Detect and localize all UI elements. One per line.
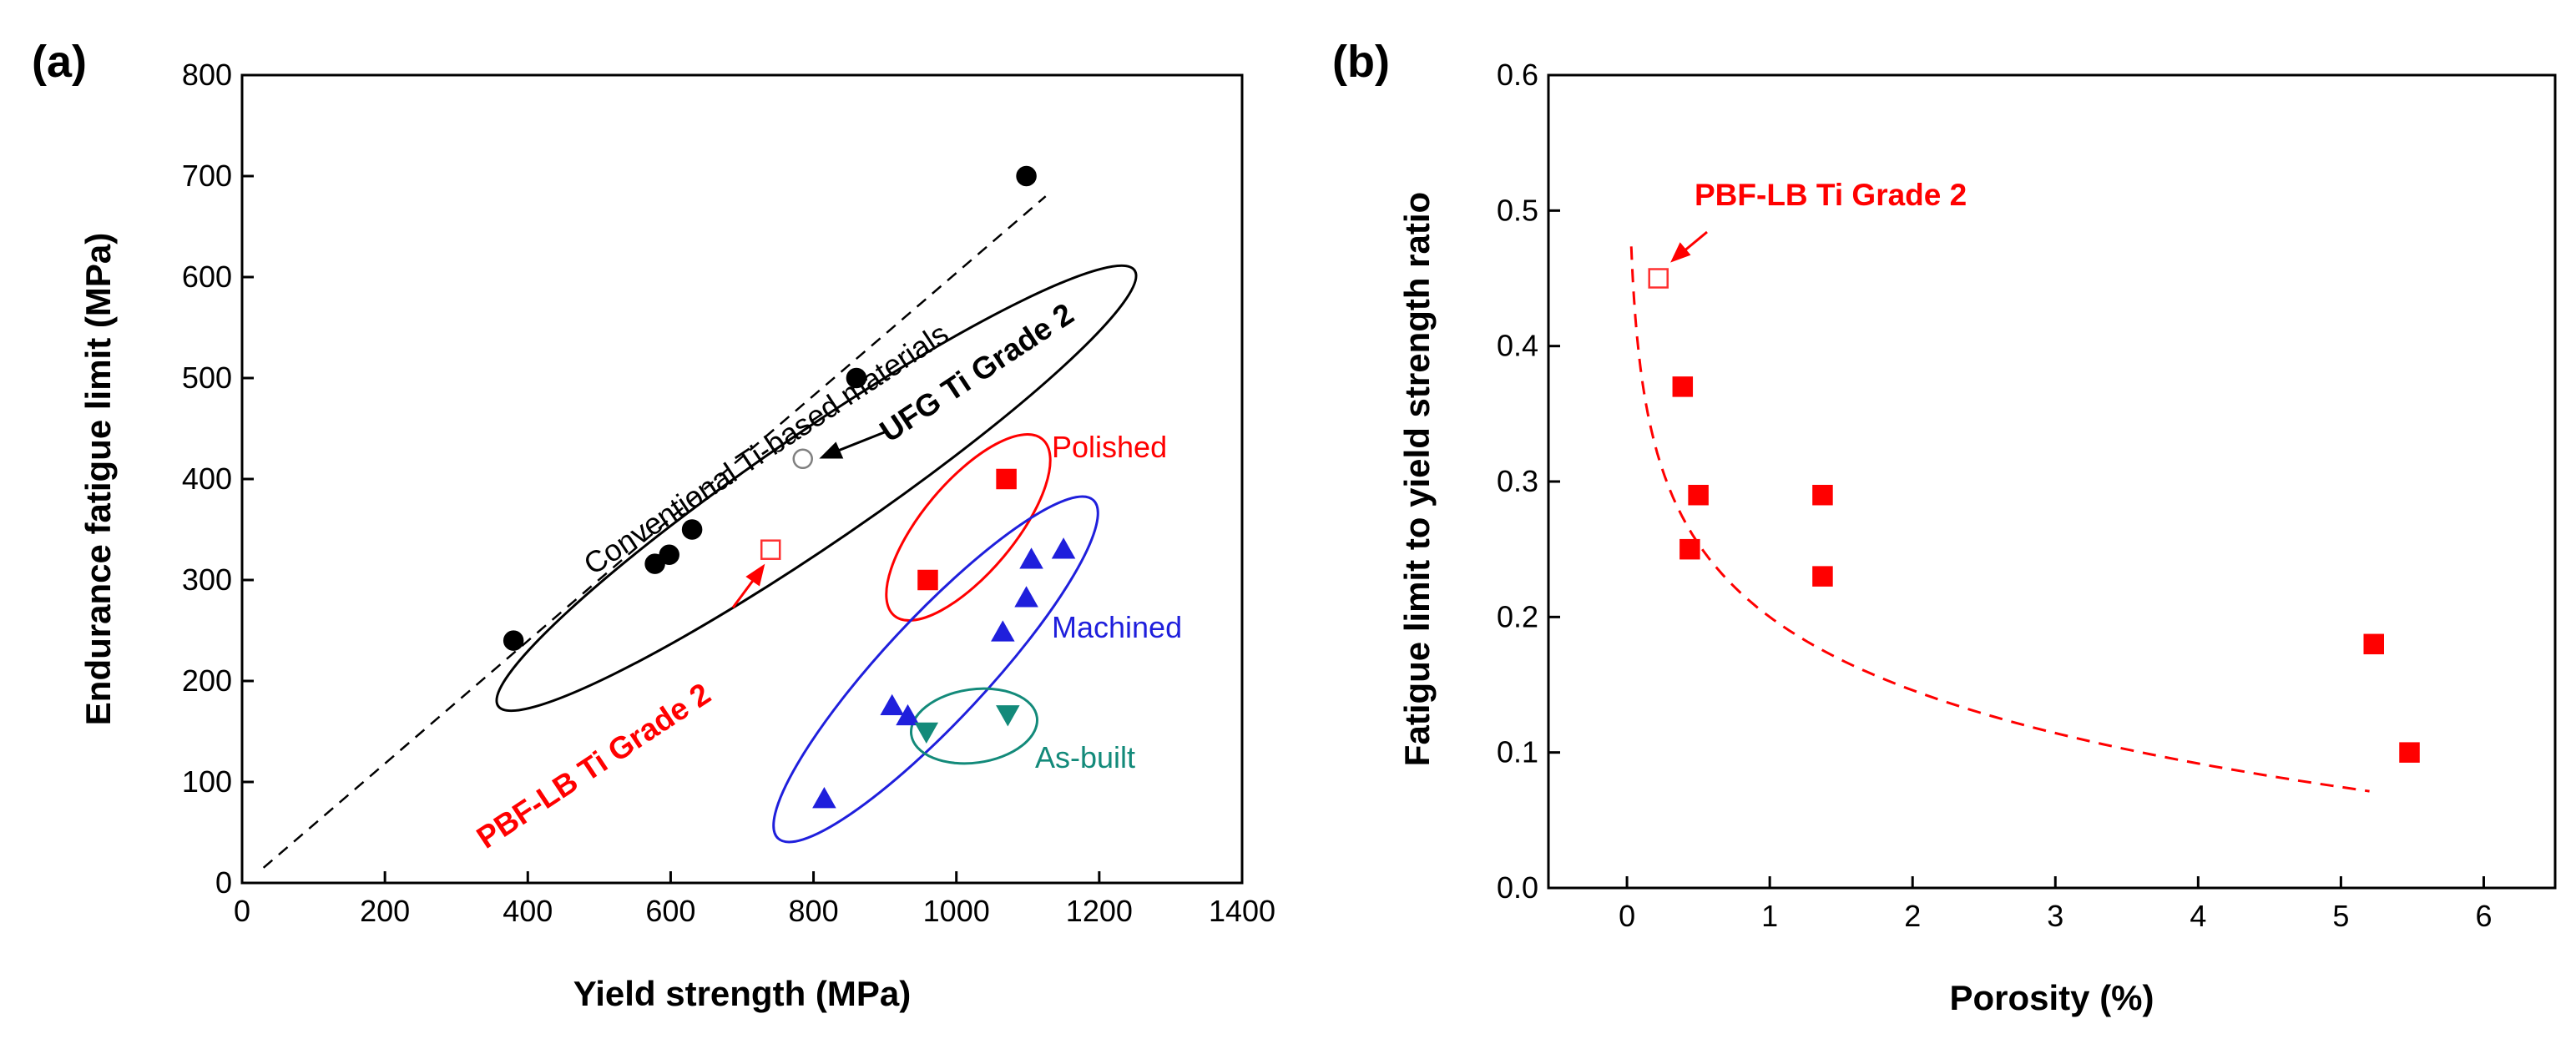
ellipse-conventional (495, 264, 1138, 713)
panel-b-y-ticks: 0.0 0.1 0.2 0.3 0.4 0.5 0.6 (1497, 58, 1560, 905)
other-data-point-3 (1812, 484, 1833, 506)
panel-b-x-axis-title: Porosity (%) (1949, 978, 2154, 1017)
panel-b-y-tick-label-2: 0.2 (1497, 599, 1538, 633)
panel-a-x-tick-label-6: 1200 (1066, 894, 1133, 928)
panel-a-y-tick-label-5: 500 (182, 361, 232, 395)
ellipse-polished (885, 433, 1052, 622)
other-data-point-2 (1688, 484, 1709, 506)
panel-a-y-tick-label-2: 200 (182, 663, 232, 698)
conventional-ti-based-materials-point-5 (1016, 165, 1037, 187)
arrow-ufg (819, 430, 887, 459)
panel-b-label: (b) (1332, 37, 1390, 87)
label-polished: Polished (1052, 430, 1167, 464)
conventional-ti-based-materials-point-3 (681, 519, 703, 540)
panel-b-x-tick-label-3: 3 (2047, 899, 2063, 933)
panel-a-x-axis-title: Yield strength (MPa) (573, 974, 911, 1013)
panel-a-y-ticks: 0 100 200 300 400 500 600 700 800 (182, 58, 254, 900)
label-machined: Machined (1052, 610, 1182, 644)
panel-b-x-tick-label-1: 1 (1761, 899, 1778, 933)
panel-a-points (503, 165, 1076, 809)
panel-a-x-tick-label-1: 200 (360, 894, 410, 928)
conventional-ti-based-materials-point-1 (644, 553, 665, 574)
label-as-built: As-built (1035, 740, 1135, 774)
panel-b-y-tick-label-1: 0.1 (1497, 735, 1538, 769)
arrow-pbf-lb-b (1670, 230, 1708, 263)
other-data-point-5 (2363, 633, 2384, 655)
panel-b-x-tick-label-0: 0 (1619, 899, 1635, 933)
polished-point-0 (917, 569, 938, 591)
panel-a-y-axis-title: Endurance fatigue limit (MPa) (78, 233, 118, 725)
panel-b: (b) 0.0 0.1 0.2 0.3 0.4 0.5 0.6 0 1 2 3 4 5 6 PBF-LB… (1332, 37, 2557, 1017)
machined-point-1 (880, 693, 904, 715)
conventional-ti-based-materials-point-2 (659, 544, 679, 565)
other-data-point-6 (2399, 742, 2420, 763)
as-built-point-1 (996, 705, 1020, 727)
label-pbf-lb-a: PBF-LB Ti Grade 2 (471, 676, 717, 855)
panel-a-x-tick-label-4: 800 (789, 894, 839, 928)
pbf-lb-ti-grade-2-point-0 (1648, 268, 1669, 289)
panel-b-y-tick-label-4: 0.4 (1497, 329, 1538, 363)
panel-b-points (1648, 268, 2420, 763)
machined-point-6 (1051, 537, 1076, 559)
panel-b-x-tick-label-2: 2 (1904, 899, 1921, 933)
machined-point-5 (1019, 547, 1043, 569)
machined-point-4 (1014, 586, 1038, 608)
panel-b-y-tick-label-6: 0.6 (1497, 58, 1538, 92)
panel-b-fit-curve (1629, 246, 2370, 793)
label-pbf-lb-b: PBF-LB Ti Grade 2 (1695, 178, 1967, 212)
other-data-point-1 (1679, 538, 1700, 560)
machined-point-2 (896, 704, 920, 726)
conventional-ti-based-materials-point-0 (503, 630, 524, 651)
ufg-ti-grade-2-point-0 (792, 448, 813, 470)
as-built-point-0 (914, 722, 939, 744)
pbf-lb-ti-grade-2-point-0 (760, 539, 781, 560)
panel-a-trendline (262, 195, 1047, 869)
panel-a-y-tick-label-8: 800 (182, 58, 232, 92)
other-data-point-4 (1812, 566, 1833, 587)
machined-point-0 (812, 787, 836, 809)
panel-b-x-tick-label-4: 4 (2190, 899, 2206, 933)
panel-a: (a) 0 100 200 300 400 500 600 700 800 0 200 400 600… (32, 37, 1275, 1013)
panel-a-x-tick-label-7: 1400 (1209, 894, 1275, 928)
arrow-pbf-lb-a (731, 563, 765, 608)
polished-point-1 (996, 468, 1017, 490)
other-data-point-0 (1672, 376, 1694, 397)
panel-a-x-ticks: 0 200 400 600 800 1000 1200 1400 (234, 871, 1275, 928)
panel-a-label: (a) (32, 37, 87, 87)
panel-b-x-tick-label-5: 5 (2332, 899, 2349, 933)
panel-a-x-tick-label-2: 400 (503, 894, 553, 928)
panel-a-y-tick-label-1: 100 (182, 764, 232, 799)
panel-b-y-axis-title: Fatigue limit to yield strength ratio (1397, 192, 1437, 766)
panel-a-y-tick-label-4: 400 (182, 461, 232, 496)
panel-a-y-tick-label-7: 700 (182, 159, 232, 193)
ellipse-machined (772, 495, 1099, 844)
panel-b-y-tick-label-5: 0.5 (1497, 193, 1538, 227)
panel-a-x-tick-label-5: 1000 (923, 894, 990, 928)
panel-a-x-tick-label-3: 600 (645, 894, 695, 928)
panel-a-x-tick-label-0: 0 (234, 894, 250, 928)
machined-point-3 (991, 620, 1015, 642)
conventional-ti-based-materials-point-4 (846, 367, 867, 389)
ellipse-as-built (909, 687, 1039, 765)
panel-b-y-tick-label-0: 0.0 (1497, 870, 1538, 905)
panel-a-y-tick-label-0: 0 (215, 865, 232, 900)
panel-a-y-tick-label-6: 600 (182, 260, 232, 294)
panel-b-y-tick-label-3: 0.3 (1497, 464, 1538, 498)
panel-b-x-tick-label-6: 6 (2475, 899, 2492, 933)
panel-a-y-tick-label-3: 300 (182, 562, 232, 597)
panel-b-x-ticks: 0 1 2 3 4 5 6 (1619, 876, 2492, 933)
